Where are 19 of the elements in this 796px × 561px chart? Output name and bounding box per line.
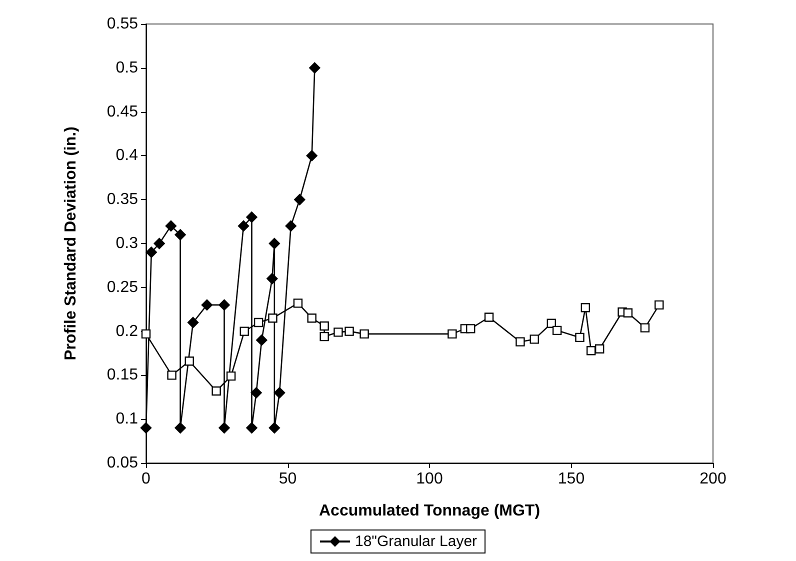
x-tick-label: 150 [558,470,585,488]
x-axis-title: Accumulated Tonnage (MGT) [318,502,540,520]
y-tick-label: 0.35 [106,191,138,208]
legend-label: 18"Granular Layer [354,533,478,550]
y-tick-label: 0.25 [106,278,138,296]
x-tick-label: 200 [700,470,726,488]
y-axis-title: Profile Standard Deviation (in.) [62,126,80,360]
y-tick-label: 0.45 [106,103,138,120]
y-tick-label: 0.05 [106,454,138,472]
y-tick-label: 0.1 [116,410,138,428]
x-tick-label: 50 [278,470,297,488]
x-tick-label: 0 [142,470,151,488]
y-tick-label: 0.15 [106,366,138,384]
y-tick-label: 0.2 [116,322,138,340]
y-tick-label: 0.5 [116,59,138,76]
y-tick-label: 0.3 [116,235,138,252]
y-tick-label: 0.55 [106,16,138,32]
x-tick-label: 100 [416,470,443,488]
y-tick-label: 0.4 [116,147,138,164]
